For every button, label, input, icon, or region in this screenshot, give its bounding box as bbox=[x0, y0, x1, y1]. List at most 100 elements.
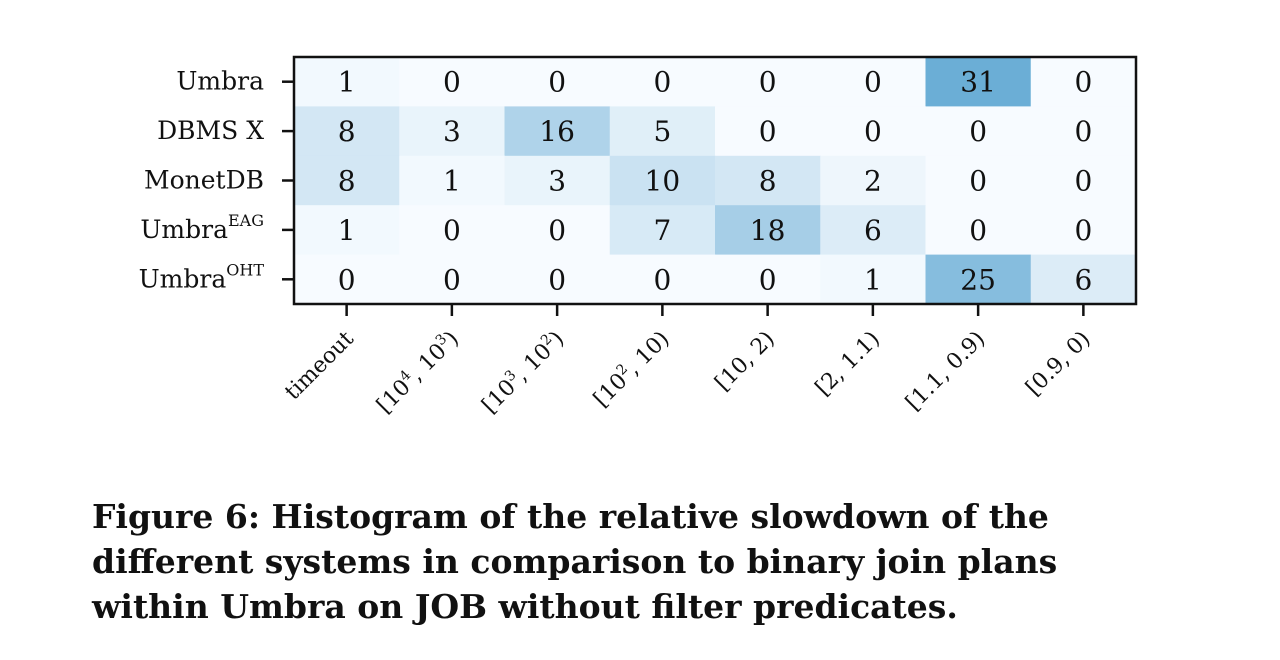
heatmap-cell bbox=[1030, 155, 1137, 206]
cell-value-label: 0 bbox=[969, 214, 987, 247]
cell-value-label: 0 bbox=[864, 66, 882, 99]
cell-value-label: 8 bbox=[759, 165, 777, 198]
heatmap-cells bbox=[294, 57, 1137, 305]
heatmap-cell bbox=[504, 155, 611, 206]
row-label-superscript: EAG bbox=[228, 211, 264, 230]
cell-value-label: 0 bbox=[969, 115, 987, 148]
cell-value-label: 7 bbox=[653, 214, 671, 247]
cell-value-label: 0 bbox=[548, 214, 566, 247]
cell-value-label: 0 bbox=[548, 66, 566, 99]
heatmap-cell bbox=[820, 254, 926, 305]
cell-value-label: 0 bbox=[1074, 214, 1092, 247]
heatmap-cell bbox=[715, 57, 821, 107]
column-label-text: [1.1, 0.9) bbox=[901, 327, 990, 416]
column-label-text: [10, 2) bbox=[710, 327, 779, 396]
heatmap-cell bbox=[820, 57, 926, 107]
heatmap-chart: 1 0 0 0 0 0 31 08 3 16 5 0 0 0 08 1 3 10 8 2 0 01 0 0 7 18 6 0 00 0 0 0… bbox=[139, 55, 1138, 418]
heatmap-cell bbox=[399, 254, 505, 305]
row-label: MonetDB bbox=[144, 166, 264, 195]
heatmap-cell bbox=[609, 106, 716, 157]
cell-value-label: 1 bbox=[338, 214, 356, 247]
cell-value-label: 1 bbox=[864, 263, 882, 296]
row-label-text: Umbra bbox=[139, 264, 227, 293]
row-label-text: Umbra bbox=[140, 215, 228, 244]
heatmap-cell bbox=[504, 254, 611, 305]
cell-value-label: 3 bbox=[548, 165, 566, 198]
heatmap-cell bbox=[609, 57, 716, 107]
heatmap-cell bbox=[399, 57, 505, 107]
heatmap-cell-values: 1 0 0 0 0 0 31 08 3 16 5 0 0 0 08 1 3 10 8 2 0 01 0 0 7 18 6 0 00 0 0 0… bbox=[338, 66, 1093, 297]
heatmap-cell bbox=[925, 106, 1032, 157]
cell-value-label: 0 bbox=[759, 66, 777, 99]
heatmap-cell bbox=[399, 205, 505, 256]
cell-value-label: 0 bbox=[443, 66, 461, 99]
cell-value-label: 16 bbox=[539, 115, 575, 148]
cell-value-label: 2 bbox=[864, 165, 882, 198]
cell-value-label: 0 bbox=[653, 66, 671, 99]
column-label: [103, 102) bbox=[476, 325, 569, 418]
row-label: DBMS X bbox=[157, 116, 264, 145]
heatmap-cell bbox=[820, 155, 926, 206]
heatmap-cell bbox=[1030, 57, 1137, 107]
heatmap-cell bbox=[294, 254, 400, 305]
column-label: [2, 1.1) bbox=[811, 327, 885, 401]
heatmap-cell bbox=[715, 155, 821, 206]
heatmap-cell bbox=[504, 205, 611, 256]
cell-value-label: 8 bbox=[338, 115, 356, 148]
heatmap-cell bbox=[609, 155, 716, 206]
column-label: timeout bbox=[280, 326, 359, 405]
cell-value-label: 0 bbox=[443, 214, 461, 247]
row-label-text: DBMS X bbox=[157, 116, 264, 145]
cell-value-label: 0 bbox=[864, 115, 882, 148]
heatmap-cell bbox=[294, 155, 400, 206]
cell-value-label: 0 bbox=[548, 263, 566, 296]
cell-value-label: 18 bbox=[750, 214, 786, 247]
heatmap-cell bbox=[715, 254, 821, 305]
heatmap-cell bbox=[820, 205, 926, 256]
row-label: UmbraEAG bbox=[140, 211, 264, 244]
cell-value-label: 1 bbox=[443, 165, 461, 198]
column-label: [104, 103) bbox=[371, 325, 464, 418]
cell-value-label: 6 bbox=[864, 214, 882, 247]
column-label: [10, 2) bbox=[710, 327, 779, 396]
cell-value-label: 31 bbox=[960, 66, 996, 99]
cell-value-label: 0 bbox=[1074, 115, 1092, 148]
column-label-text: [0.9, 0) bbox=[1021, 327, 1095, 401]
heatmap-cell bbox=[1030, 205, 1137, 256]
heatmap-cell bbox=[925, 155, 1032, 206]
column-label-text: timeout bbox=[280, 326, 359, 405]
heatmap-cell bbox=[1030, 106, 1137, 157]
cell-value-label: 5 bbox=[653, 115, 671, 148]
column-axis: timeout [104, 103)[103, 102)[102, 10) [10,… bbox=[280, 304, 1096, 418]
row-label-superscript: OHT bbox=[226, 260, 264, 279]
heatmap-cell bbox=[294, 57, 400, 107]
heatmap-cell bbox=[504, 57, 611, 107]
heatmap-cell bbox=[399, 155, 505, 206]
heatmap-cell bbox=[609, 205, 716, 256]
column-label: [102, 10) bbox=[588, 325, 675, 412]
heatmap-cell bbox=[925, 57, 1032, 107]
cell-value-label: 10 bbox=[645, 165, 681, 198]
cell-value-label: 0 bbox=[443, 263, 461, 296]
heatmap-cell bbox=[504, 106, 611, 157]
heatmap-cell bbox=[715, 205, 821, 256]
row-label-text: Umbra bbox=[176, 67, 264, 96]
heatmap-cell bbox=[925, 254, 1032, 305]
cell-value-label: 0 bbox=[338, 263, 356, 296]
heatmap-cell bbox=[399, 106, 505, 157]
cell-value-label: 8 bbox=[338, 165, 356, 198]
heatmap-cell bbox=[925, 205, 1032, 256]
cell-value-label: 0 bbox=[1074, 66, 1092, 99]
figure-caption: Figure 6: Histogram of the relative slow… bbox=[92, 497, 1058, 626]
heatmap-cell bbox=[820, 106, 926, 157]
cell-value-label: 0 bbox=[653, 263, 671, 296]
cell-value-label: 3 bbox=[443, 115, 461, 148]
cell-value-label: 0 bbox=[1074, 165, 1092, 198]
row-label: Umbra bbox=[176, 67, 264, 96]
cell-value-label: 25 bbox=[960, 263, 996, 296]
heatmap-cell bbox=[294, 106, 400, 157]
heatmap-cell bbox=[294, 205, 400, 256]
heatmap-cell bbox=[609, 254, 716, 305]
cell-value-label: 1 bbox=[338, 66, 356, 99]
